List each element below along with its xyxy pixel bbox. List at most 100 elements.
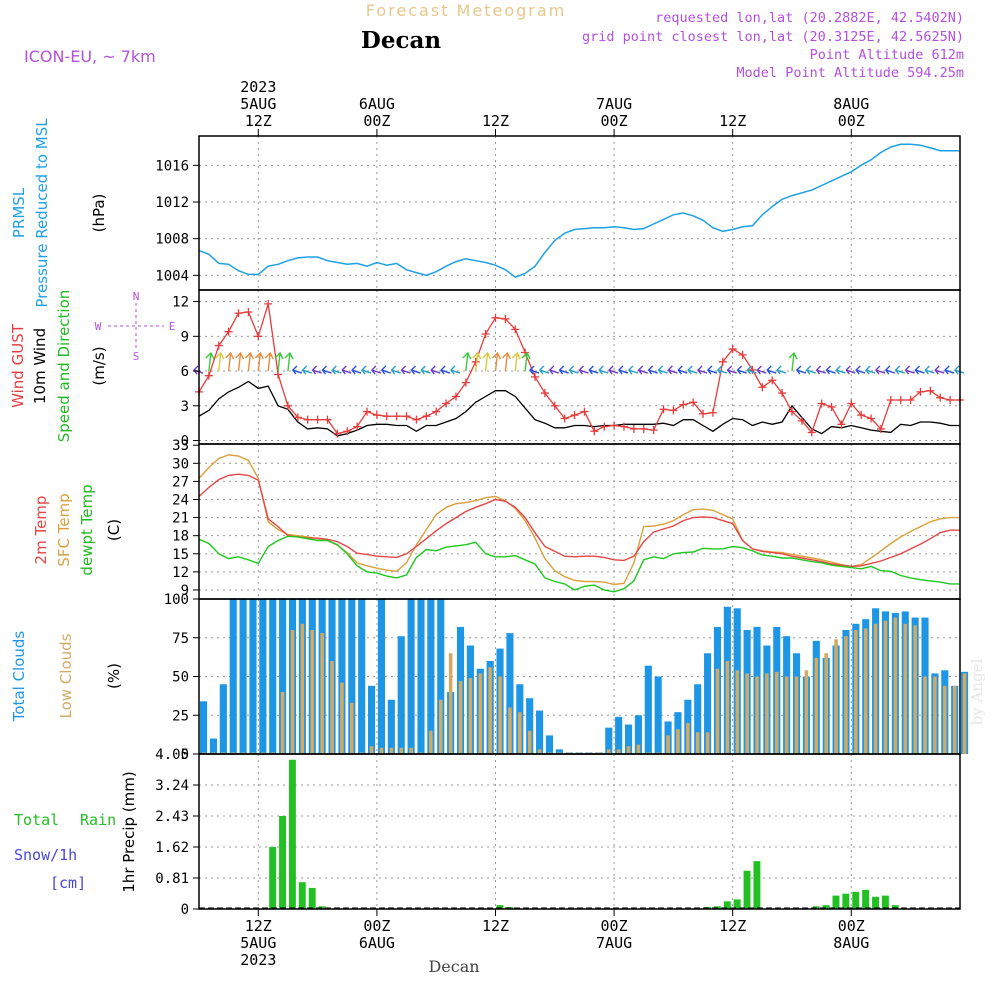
wind-direction-arrow bbox=[351, 365, 362, 375]
low-clouds-bar bbox=[488, 667, 492, 754]
low-clouds-bar bbox=[715, 668, 720, 754]
low-clouds-bar bbox=[537, 749, 542, 754]
wind-label-10m: 10m Wind bbox=[31, 328, 49, 404]
chart-subtitle: Forecast Meteogram bbox=[366, 1, 566, 20]
wind-gust-point bbox=[669, 406, 678, 415]
total-clouds-bar bbox=[279, 599, 287, 754]
wind-gust-point bbox=[797, 416, 806, 425]
precip-bar bbox=[891, 905, 899, 909]
total-clouds-bar bbox=[209, 738, 217, 754]
wind-gust-point bbox=[738, 350, 747, 359]
low-clouds-bar bbox=[883, 620, 888, 754]
low-clouds-bar bbox=[774, 671, 779, 754]
y-tick-label: 21 bbox=[172, 511, 189, 527]
low-clouds-bar bbox=[280, 692, 285, 754]
low-clouds-bar bbox=[952, 685, 957, 754]
wind-gust-point bbox=[847, 399, 856, 408]
wind-gust-point bbox=[422, 412, 431, 421]
total-clouds-bar bbox=[605, 727, 613, 754]
total-clouds-bar bbox=[269, 599, 277, 754]
wind-direction-arrow bbox=[568, 365, 579, 375]
wind-gust-point bbox=[303, 415, 312, 424]
y-tick-label: 18 bbox=[172, 529, 189, 545]
total-clouds-bar bbox=[704, 653, 712, 754]
low-clouds-bar bbox=[409, 747, 413, 754]
wind-gust-point bbox=[570, 411, 579, 420]
wind-gust-point bbox=[778, 389, 787, 398]
wind-direction-arrow bbox=[736, 365, 747, 375]
wind-direction-arrow bbox=[235, 351, 245, 372]
low-clouds-bar bbox=[745, 673, 749, 754]
low-clouds-bar bbox=[389, 747, 394, 754]
precip-bar bbox=[269, 847, 277, 909]
clouds-label-low: Low Clouds bbox=[57, 633, 75, 718]
y-tick-label: 33 bbox=[172, 438, 189, 454]
wind-speed-line bbox=[198, 380, 960, 437]
wind-direction-arrow bbox=[934, 365, 945, 375]
low-clouds-bar bbox=[695, 732, 700, 754]
precip-label-rain: Rain bbox=[80, 811, 116, 829]
wind-gust-point bbox=[946, 396, 955, 404]
wind-direction-arrow bbox=[588, 365, 599, 375]
y-tick-label: 2.43 bbox=[155, 809, 189, 825]
wind-direction-arrow bbox=[491, 351, 502, 372]
precip-bar bbox=[308, 887, 316, 909]
total-clouds-bar bbox=[387, 699, 395, 754]
wind-direction-arrow bbox=[380, 365, 392, 375]
wind-direction-arrow bbox=[284, 351, 294, 372]
bottom-time-label: 00Z bbox=[363, 917, 390, 935]
top-time-label: 12Z bbox=[482, 112, 509, 130]
wind-gust-point bbox=[540, 389, 549, 398]
wind-direction-arrow bbox=[598, 365, 609, 375]
wind-direction-arrow bbox=[805, 365, 816, 375]
wind-gust-point bbox=[639, 424, 648, 433]
y-tick-label: 27 bbox=[172, 474, 189, 490]
clouds-label-total: Total Clouds bbox=[10, 631, 28, 723]
wind-direction-arrow bbox=[274, 351, 284, 372]
wind-gust-point bbox=[204, 371, 213, 380]
wind-direction-arrow bbox=[875, 365, 886, 375]
total-clouds-bar bbox=[338, 599, 346, 754]
total-clouds-bar bbox=[615, 716, 623, 754]
y-tick-label: 12 bbox=[172, 295, 189, 311]
total-clouds-bar bbox=[634, 715, 642, 754]
point-altitude: Point Altitude 612m bbox=[810, 47, 964, 63]
dewpt-temp-line bbox=[198, 535, 960, 593]
wind-direction-arrow bbox=[291, 365, 303, 375]
low-clouds-bar bbox=[419, 752, 423, 754]
wind-gust-point bbox=[363, 407, 372, 416]
wind-gust-point bbox=[837, 420, 846, 429]
wind-direction-arrow bbox=[370, 365, 382, 375]
wind-direction-arrow bbox=[815, 365, 826, 375]
low-clouds-bar bbox=[369, 746, 374, 754]
wind-direction-arrow bbox=[746, 365, 757, 375]
model-point-altitude: Model Point Altitude 594.25m bbox=[736, 65, 964, 81]
wind-direction-arrow bbox=[667, 365, 678, 375]
low-clouds-bar bbox=[755, 676, 759, 754]
wind-direction-arrow bbox=[529, 365, 540, 375]
wind-direction-arrow bbox=[420, 365, 431, 375]
wind-direction-arrow bbox=[608, 365, 619, 375]
low-clouds-bar bbox=[330, 661, 334, 754]
wind-gust-point bbox=[679, 400, 688, 409]
top-time-label: 00Z bbox=[363, 112, 390, 130]
wind-gust-point bbox=[728, 345, 737, 354]
low-clouds-bar bbox=[211, 752, 216, 754]
data-layer bbox=[193, 143, 969, 909]
wind-gust-point bbox=[926, 386, 935, 395]
wind-gust-point bbox=[412, 415, 421, 424]
wind-gust-point bbox=[708, 408, 717, 417]
total-clouds-bar bbox=[358, 599, 366, 754]
wind-gust-point bbox=[382, 412, 391, 421]
wind-gust-point bbox=[372, 411, 381, 420]
temp-2m-line bbox=[198, 473, 960, 568]
wind-gust-point bbox=[491, 313, 500, 322]
wind-direction-arrow bbox=[904, 365, 915, 375]
low-clouds-bar bbox=[320, 633, 324, 754]
low-clouds-bar bbox=[666, 735, 670, 754]
bottom-time-label: 12Z bbox=[719, 917, 746, 935]
total-clouds-bar bbox=[407, 599, 415, 754]
low-clouds-bar bbox=[261, 752, 265, 754]
precip-bar bbox=[881, 895, 889, 909]
